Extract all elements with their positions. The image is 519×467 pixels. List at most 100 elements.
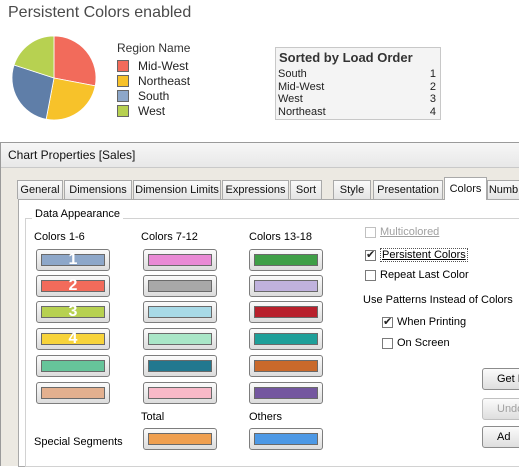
- tab-general[interactable]: General: [17, 180, 63, 199]
- persistent-colors-checkbox-row[interactable]: ✔ Persistent Colors: [365, 248, 468, 262]
- total-color-button[interactable]: [143, 428, 217, 450]
- advanced-button[interactable]: Ad: [482, 426, 519, 448]
- pie-slice-mid-west: [53, 35, 97, 87]
- color-number-label: 4: [68, 330, 78, 347]
- region-name: Mid-West: [278, 80, 325, 93]
- color-7-button[interactable]: [143, 249, 217, 271]
- pie-slice-west: [13, 35, 55, 79]
- color-1-button[interactable]: 1: [36, 249, 110, 271]
- multicolored-checkbox[interactable]: [365, 226, 376, 238]
- color-9-button[interactable]: [143, 301, 217, 323]
- color-swatch: [254, 280, 318, 292]
- multicolored-checkbox-row[interactable]: Multicolored: [365, 226, 439, 238]
- color-swatch: [148, 280, 212, 292]
- persistent-colors-checkbox[interactable]: ✔: [365, 248, 376, 261]
- color-swatch: [41, 360, 105, 372]
- color-number-label: 2: [68, 277, 78, 294]
- color-10-button[interactable]: [143, 328, 217, 350]
- pie-chart: [11, 35, 97, 121]
- tab-expressions[interactable]: Expressions: [222, 180, 289, 199]
- legend-item: West: [117, 104, 165, 118]
- when-printing-checkbox[interactable]: ✔: [382, 315, 393, 328]
- color-swatch: [254, 360, 318, 372]
- color-4-button[interactable]: 4: [36, 328, 110, 350]
- color-16-button[interactable]: [249, 328, 323, 350]
- color-swatch: [148, 333, 212, 345]
- legend-swatch: [117, 60, 129, 72]
- color-15-button[interactable]: [249, 301, 323, 323]
- dialog-titlebar[interactable]: Chart Properties [Sales]: [1, 143, 519, 168]
- color-8-button[interactable]: [143, 275, 217, 297]
- sort-table-row: Northeast 4: [278, 106, 436, 119]
- region-name: West: [278, 93, 303, 105]
- legend-label: Northeast: [138, 74, 191, 88]
- sort-table-title: Sorted by Load Order: [279, 50, 413, 65]
- tab-dimensions[interactable]: Dimensions: [64, 180, 132, 199]
- pie-slice-northeast: [45, 77, 96, 121]
- color-swatch: [41, 333, 105, 345]
- color-17-button[interactable]: [249, 355, 323, 377]
- color-number-label: 3: [68, 303, 78, 320]
- color-swatch: [254, 254, 318, 266]
- sort-order-table: Sorted by Load Order South 1 Mid-West 2 West…: [275, 47, 441, 120]
- tab-dimension-limits[interactable]: Dimension Limits: [133, 180, 221, 199]
- load-order: 2: [429, 80, 436, 93]
- load-order: 4: [429, 105, 436, 118]
- when-printing-label: When Printing: [397, 316, 467, 328]
- region-name: Northeast: [278, 105, 326, 118]
- legend-label: Mid-West: [138, 59, 189, 73]
- load-order: 3: [429, 93, 436, 105]
- repeat-last-color-checkbox-row[interactable]: Repeat Last Color: [365, 269, 469, 281]
- others-color-button[interactable]: [249, 428, 323, 450]
- color-swatch: [148, 360, 212, 372]
- color-swatch: [148, 306, 212, 318]
- on-screen-label: On Screen: [397, 337, 450, 349]
- color-2-button[interactable]: 2: [36, 275, 110, 297]
- sort-table-row: Mid-West 2: [278, 81, 436, 94]
- legend-item: South: [117, 89, 169, 103]
- tab-presentation[interactable]: Presentation: [373, 180, 443, 199]
- tab-sort[interactable]: Sort: [290, 180, 322, 199]
- color-11-button[interactable]: [143, 355, 217, 377]
- legend-label: West: [138, 104, 166, 118]
- checkmark-icon: ✔: [383, 315, 393, 328]
- total-color-swatch: [148, 433, 212, 445]
- checkmark-icon: ✔: [366, 248, 376, 261]
- color-18-button[interactable]: [249, 382, 323, 404]
- on-screen-checkbox-row[interactable]: On Screen: [382, 337, 450, 349]
- dialog-title: Chart Properties [Sales]: [8, 148, 136, 162]
- color-5-button[interactable]: [36, 355, 110, 377]
- tab-colors[interactable]: Colors: [444, 177, 487, 200]
- on-screen-checkbox[interactable]: [382, 337, 393, 349]
- others-color-swatch: [254, 433, 318, 445]
- color-swatch: [41, 306, 105, 318]
- load-order: 1: [429, 68, 436, 80]
- legend-swatch: [117, 90, 129, 102]
- color-3-button[interactable]: 3: [36, 301, 110, 323]
- color-swatch: [148, 254, 212, 266]
- undo-button[interactable]: Undo: [482, 398, 519, 420]
- get-default-button[interactable]: Get D: [482, 368, 519, 390]
- color-12-button[interactable]: [143, 382, 217, 404]
- total-label: Total: [141, 411, 165, 423]
- chart-title: Persistent Colors enabled: [8, 4, 192, 21]
- colors-1-6-header: Colors 1-6: [34, 231, 85, 243]
- region-name: South: [278, 68, 307, 80]
- color-6-button[interactable]: [36, 382, 110, 404]
- legend-item: Northeast: [117, 74, 190, 88]
- color-swatch: [41, 280, 105, 292]
- tab-style[interactable]: Style: [333, 180, 371, 199]
- color-14-button[interactable]: [249, 275, 323, 297]
- color-swatch: [41, 387, 105, 399]
- sort-table-row: West 3: [278, 93, 436, 106]
- when-printing-checkbox-row[interactable]: ✔ When Printing: [382, 316, 466, 328]
- legend-label: South: [138, 89, 170, 103]
- sort-table-row: South 1: [278, 68, 436, 81]
- color-13-button[interactable]: [249, 249, 323, 271]
- legend-swatch: [117, 75, 129, 87]
- color-swatch: [148, 387, 212, 399]
- tab-numb[interactable]: Numb: [487, 180, 519, 199]
- repeat-last-color-label: Repeat Last Color: [380, 269, 469, 281]
- colors-7-12-header: Colors 7-12: [141, 231, 198, 243]
- repeat-last-color-checkbox[interactable]: [365, 269, 376, 281]
